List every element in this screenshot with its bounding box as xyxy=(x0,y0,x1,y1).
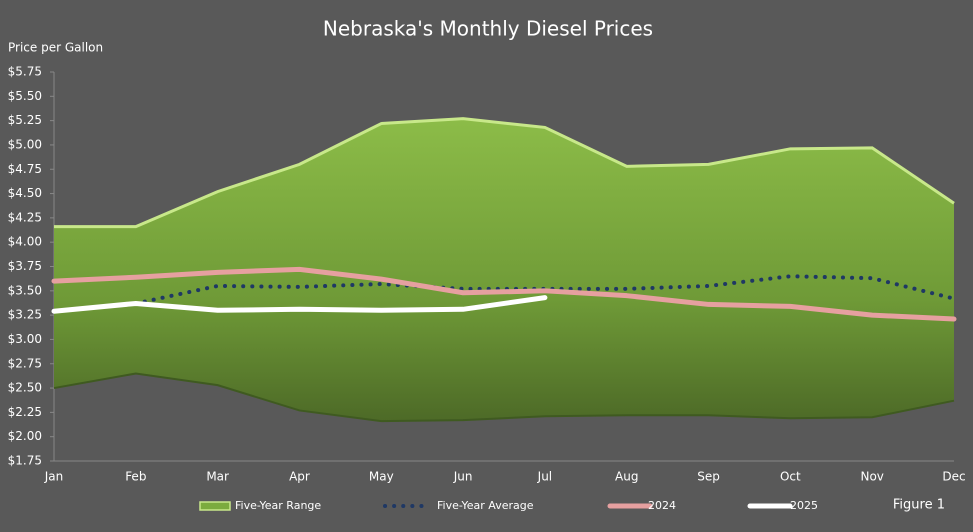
range-lower-edge xyxy=(53,372,955,423)
annotation: Figure 1 xyxy=(893,498,945,513)
y-tick-label: $5.25 xyxy=(8,113,42,127)
y-tick-label: $1.75 xyxy=(8,454,42,468)
x-tick-label: May xyxy=(369,470,394,484)
range-area xyxy=(54,118,954,422)
y-tick-label: $4.75 xyxy=(8,162,42,176)
y-tick-label: $5.75 xyxy=(8,65,42,79)
y-tick-label: $5.50 xyxy=(8,89,42,103)
y-tick-label: $2.25 xyxy=(8,405,42,419)
y-tick-label: $2.00 xyxy=(8,429,42,443)
legend-label: Five-Year Average xyxy=(437,499,534,512)
legend-swatch xyxy=(199,501,231,511)
y-tick-label: $5.00 xyxy=(8,137,42,151)
legend-label: 2025 xyxy=(790,499,818,512)
legend-label: Five-Year Range xyxy=(235,499,321,512)
y-tick-label: $4.25 xyxy=(8,210,42,224)
y-axis-label: Price per Gallon xyxy=(8,41,103,55)
y-tick-label: $3.50 xyxy=(8,283,42,297)
range-upper-edge xyxy=(54,117,955,229)
x-tick-label: Apr xyxy=(289,470,310,484)
chart-title: Nebraska's Monthly Diesel Prices xyxy=(323,17,653,41)
price-line xyxy=(51,295,548,314)
y-tick-label: $3.25 xyxy=(8,308,42,322)
x-tick-label: Jan xyxy=(44,470,64,484)
x-tick-label: Dec xyxy=(942,470,965,484)
y-tick-label: $3.00 xyxy=(8,332,42,346)
x-tick-label: Jun xyxy=(453,470,473,484)
x-tick-label: Jul xyxy=(537,470,552,484)
x-tick-label: Nov xyxy=(860,470,883,484)
y-tick-label: $2.50 xyxy=(8,381,42,395)
x-tick-label: Sep xyxy=(697,470,720,484)
x-tick-label: Aug xyxy=(615,470,638,484)
y-tick-label: $3.75 xyxy=(8,259,42,273)
y-tick-label: $4.00 xyxy=(8,235,42,249)
x-tick-label: Mar xyxy=(206,470,229,484)
legend-label: 2024 xyxy=(648,499,676,512)
price-line xyxy=(51,266,957,322)
x-tick-label: Feb xyxy=(125,470,146,484)
x-tick-label: Oct xyxy=(780,470,801,484)
y-tick-label: $4.50 xyxy=(8,186,42,200)
y-tick-label: $2.75 xyxy=(8,356,42,370)
